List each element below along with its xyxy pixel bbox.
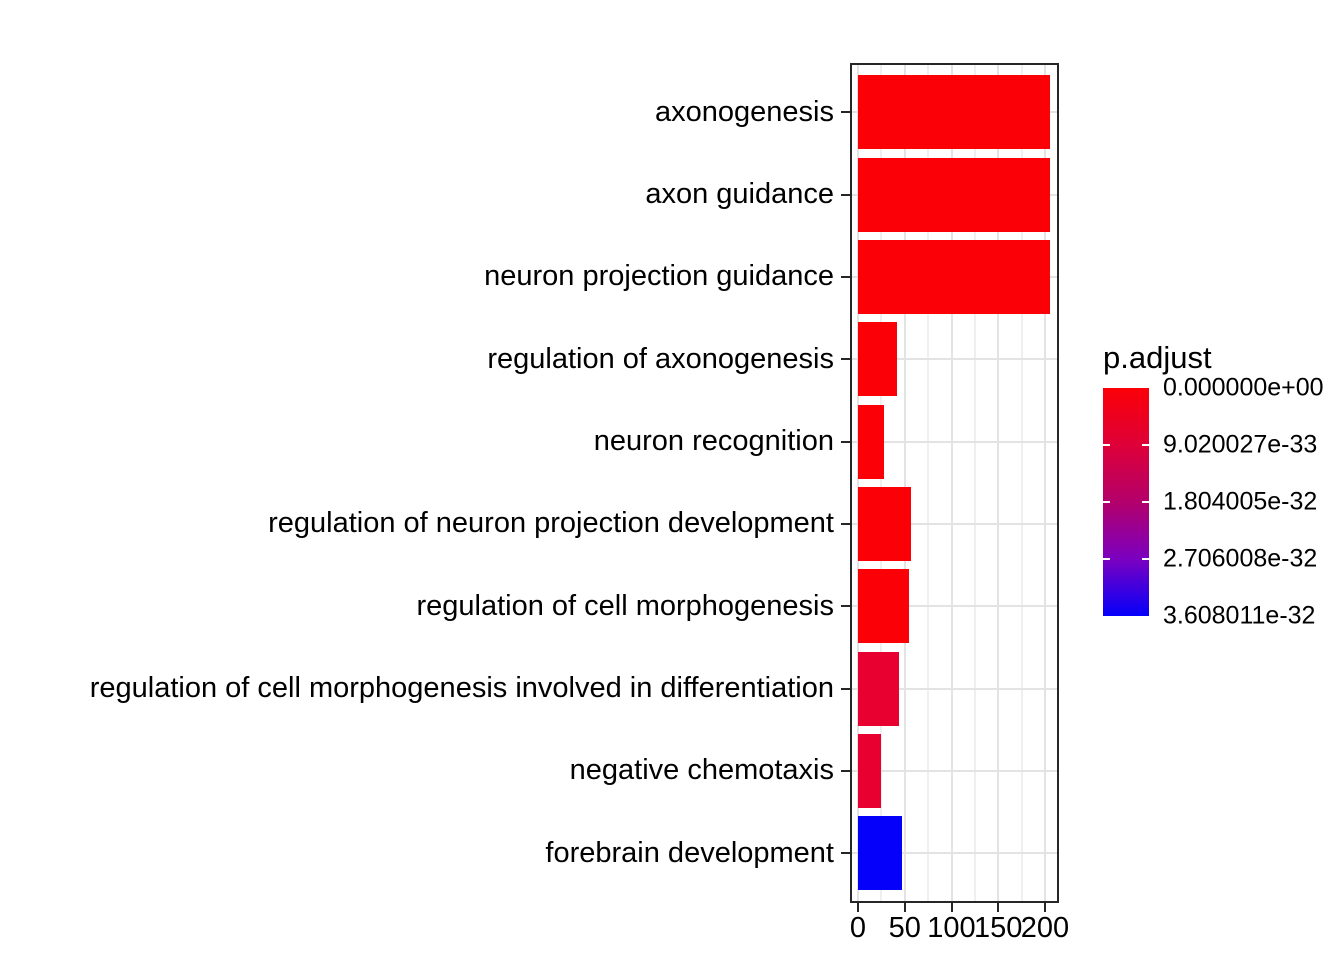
- y-axis-label: axonogenesis: [655, 95, 834, 128]
- gridline-horizontal-major: [852, 852, 1057, 855]
- gridline-vertical-major: [857, 65, 859, 901]
- gridline-horizontal-major: [852, 358, 1057, 361]
- x-tick-label: 0: [849, 912, 867, 944]
- y-axis-label: axon guidance: [645, 178, 834, 211]
- gridline-vertical-minor: [973, 65, 976, 901]
- legend-tick-label: 1.804005e-32: [1163, 487, 1318, 516]
- colorbar-tick: [1103, 501, 1110, 503]
- gridline-vertical-minor: [880, 65, 883, 901]
- bar: [858, 816, 902, 891]
- legend-title: p.adjust: [1103, 340, 1212, 375]
- x-tick: [1044, 903, 1046, 912]
- gridline-horizontal-major: [852, 605, 1057, 608]
- bar: [858, 651, 900, 726]
- gridline-vertical-major: [1044, 65, 1046, 901]
- colorbar-tick: [1142, 444, 1149, 446]
- colorbar-tick: [1142, 558, 1149, 560]
- gridline-vertical-minor: [1020, 65, 1023, 901]
- x-tick: [903, 903, 906, 912]
- y-tick: [841, 193, 850, 196]
- y-tick: [841, 111, 850, 114]
- y-axis-label: forebrain development: [545, 836, 834, 869]
- y-tick: [841, 522, 850, 525]
- colorbar-tick: [1103, 558, 1110, 560]
- bar: [858, 733, 882, 808]
- bar: [858, 157, 1050, 232]
- legend-tick-label: 3.608011e-32: [1163, 601, 1316, 630]
- x-tick-label: 50: [888, 912, 921, 944]
- y-axis-label: regulation of neuron projection developm…: [268, 507, 834, 540]
- bar: [858, 322, 898, 397]
- gridline-horizontal-major: [852, 440, 1057, 443]
- y-axis-label: negative chemotaxis: [569, 754, 834, 787]
- legend-tick-label: 2.706008e-32: [1163, 544, 1318, 573]
- x-tick-label: 100: [927, 912, 976, 944]
- y-tick: [841, 605, 850, 608]
- x-tick: [857, 903, 859, 912]
- bar: [858, 486, 912, 561]
- y-axis-label: regulation of cell morphogenesis involve…: [89, 672, 834, 705]
- y-tick: [841, 440, 850, 443]
- x-tick-label: 150: [974, 912, 1023, 944]
- y-tick: [841, 275, 850, 278]
- gridline-vertical-minor: [927, 65, 930, 901]
- y-axis-label: neuron projection guidance: [484, 260, 834, 293]
- gridline-vertical-major: [903, 65, 906, 901]
- bar: [858, 404, 885, 479]
- gridline-vertical-major: [950, 65, 953, 901]
- y-axis-label: regulation of axonogenesis: [487, 342, 834, 375]
- legend-tick-label: 0.000000e+00: [1163, 373, 1324, 402]
- y-tick: [841, 687, 850, 690]
- plot-panel: [850, 63, 1059, 903]
- y-axis-labels: axonogenesis axon guidance neuron projecti…: [0, 71, 838, 894]
- y-axis-label: neuron recognition: [593, 425, 834, 458]
- x-tick: [950, 903, 953, 912]
- colorbar-tick: [1103, 444, 1110, 446]
- legend-tick-label: 9.020027e-33: [1163, 430, 1318, 459]
- gridline-horizontal-major: [852, 769, 1057, 772]
- legend-colorbar: [1103, 388, 1149, 616]
- y-tick: [841, 852, 850, 855]
- y-tick: [841, 358, 850, 361]
- gridline-horizontal-major: [852, 522, 1057, 525]
- bar: [858, 75, 1050, 150]
- y-axis-label: regulation of cell morphogenesis: [416, 589, 834, 622]
- gridline-horizontal-major: [852, 687, 1057, 690]
- colorbar-tick: [1142, 501, 1149, 503]
- y-tick: [841, 769, 850, 772]
- bar: [858, 239, 1050, 314]
- x-tick: [997, 903, 1000, 912]
- x-tick-label: 200: [1020, 912, 1070, 944]
- bar: [858, 569, 910, 644]
- gridline-vertical-major: [997, 65, 1000, 901]
